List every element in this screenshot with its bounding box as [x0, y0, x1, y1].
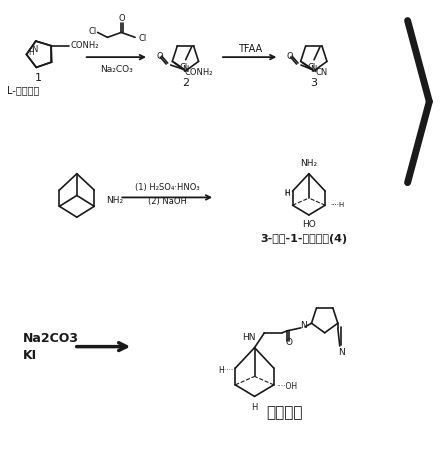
Text: CN: CN	[315, 68, 327, 77]
Text: (2) NaOH: (2) NaOH	[148, 197, 187, 206]
Text: ····OH: ····OH	[276, 382, 297, 392]
Text: CONH₂: CONH₂	[70, 41, 99, 50]
Text: Cl: Cl	[139, 34, 147, 43]
Text: H: H	[284, 190, 290, 196]
Text: Cl: Cl	[180, 63, 188, 72]
Text: O: O	[287, 52, 293, 60]
Text: H: H	[251, 403, 258, 412]
Text: 1: 1	[35, 73, 42, 83]
Text: Na2CO3: Na2CO3	[22, 332, 78, 345]
Text: NH₂: NH₂	[106, 196, 124, 205]
Text: H: H	[29, 48, 34, 57]
Text: Cl: Cl	[308, 63, 316, 72]
Text: HO: HO	[302, 220, 316, 229]
Text: TFAA: TFAA	[238, 44, 262, 54]
Text: N: N	[182, 66, 189, 74]
Text: L-脉氨酰胺: L-脉氨酰胺	[7, 85, 39, 95]
Text: 3: 3	[310, 78, 317, 88]
Text: N: N	[31, 45, 38, 54]
Text: N: N	[301, 321, 307, 330]
Text: 3-氨基-1-金就烷醇(4): 3-氨基-1-金就烷醇(4)	[260, 234, 348, 244]
Text: O: O	[286, 338, 293, 347]
Text: O: O	[119, 14, 125, 23]
Text: H····: H····	[218, 365, 233, 375]
Text: (1) H₂SO₄·HNO₃: (1) H₂SO₄·HNO₃	[135, 183, 199, 192]
Text: 2: 2	[182, 78, 189, 88]
Text: KI: KI	[22, 349, 37, 362]
Text: Cl: Cl	[88, 27, 97, 36]
Text: CONH₂: CONH₂	[185, 68, 213, 77]
Text: N: N	[311, 66, 317, 74]
Text: 维格列汀: 维格列汀	[266, 405, 302, 420]
Text: N: N	[338, 348, 345, 358]
Text: O: O	[157, 52, 163, 60]
Text: ····H: ····H	[330, 202, 345, 208]
Text: NH₂: NH₂	[301, 159, 317, 168]
Text: Na₂CO₃: Na₂CO₃	[100, 66, 133, 74]
Text: H: H	[284, 189, 290, 198]
Text: HN: HN	[242, 333, 255, 342]
